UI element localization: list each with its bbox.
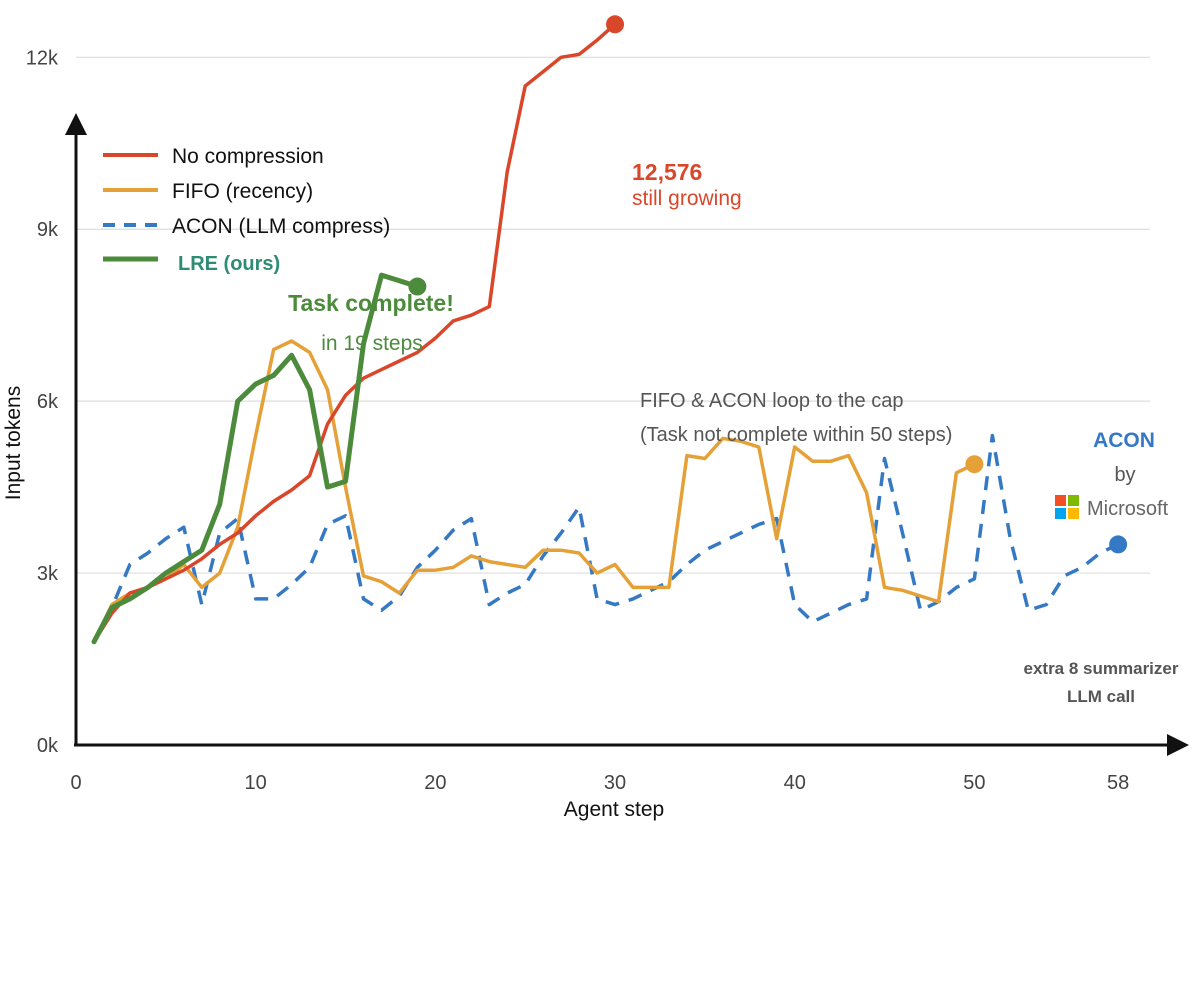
series-end-marker [1109,535,1128,554]
annotation-no-compression-value: 12,576 [632,159,702,185]
microsoft-logo-icon [1055,495,1079,519]
legend-label-no-compression: No compression [172,145,324,168]
annotation-acon-company: Microsoft [1087,498,1169,520]
legend-label-lre: LRE (ours) [178,253,280,275]
series-end-marker [965,455,984,474]
y-tick-label: 12k [26,47,59,69]
annotation-extra-line1: extra 8 summarizer [1024,659,1179,678]
annotation-acon-by: by [1114,464,1135,486]
x-tick-label: 20 [424,772,446,794]
y-tick-label: 9k [37,219,59,241]
x-tick-label: 50 [963,772,985,794]
x-tick-label: 10 [245,772,267,794]
series-line-2 [92,433,1119,643]
series-line-0 [92,22,617,644]
tick-labels: 0k 3k 6k 9k 12k 0 10 20 30 40 50 58 [26,47,1130,794]
y-tick-label: 6k [37,391,59,413]
x-tick-label: 40 [784,772,806,794]
series-line-1 [92,339,977,644]
annotation-loop-line2: (Task not complete within 50 steps) [640,424,952,446]
y-axis-label: Input tokens [2,386,25,500]
y-axis-arrow [65,113,87,135]
series-group [91,15,1128,645]
series-line-3 [91,272,420,645]
y-tick-label: 0k [37,735,59,757]
x-axis-arrow [1167,734,1189,756]
x-axis-label: Agent step [564,798,664,821]
annotation-acon-brand: ACON [1093,429,1155,452]
legend-label-fifo: FIFO (recency) [172,180,313,203]
legend-label-acon: ACON (LLM compress) [172,215,390,238]
annotation-loop-line1: FIFO & ACON loop to the cap [640,390,903,412]
series-end-marker [408,277,427,296]
legend: No compression FIFO (recency) ACON (LLM … [103,145,390,275]
x-tick-label: 30 [604,772,626,794]
x-tick-label: 58 [1107,772,1129,794]
x-tick-label: 0 [70,772,81,794]
grid-lines [76,56,1150,574]
annotation-extra-line2: LLM call [1067,687,1135,706]
annotation-still-growing: still growing [632,187,742,210]
annotation-task-complete: Task complete! [288,290,454,316]
series-end-marker [606,15,625,34]
y-tick-label: 3k [37,563,59,585]
annotation-task-steps: in 19 steps [321,332,423,355]
